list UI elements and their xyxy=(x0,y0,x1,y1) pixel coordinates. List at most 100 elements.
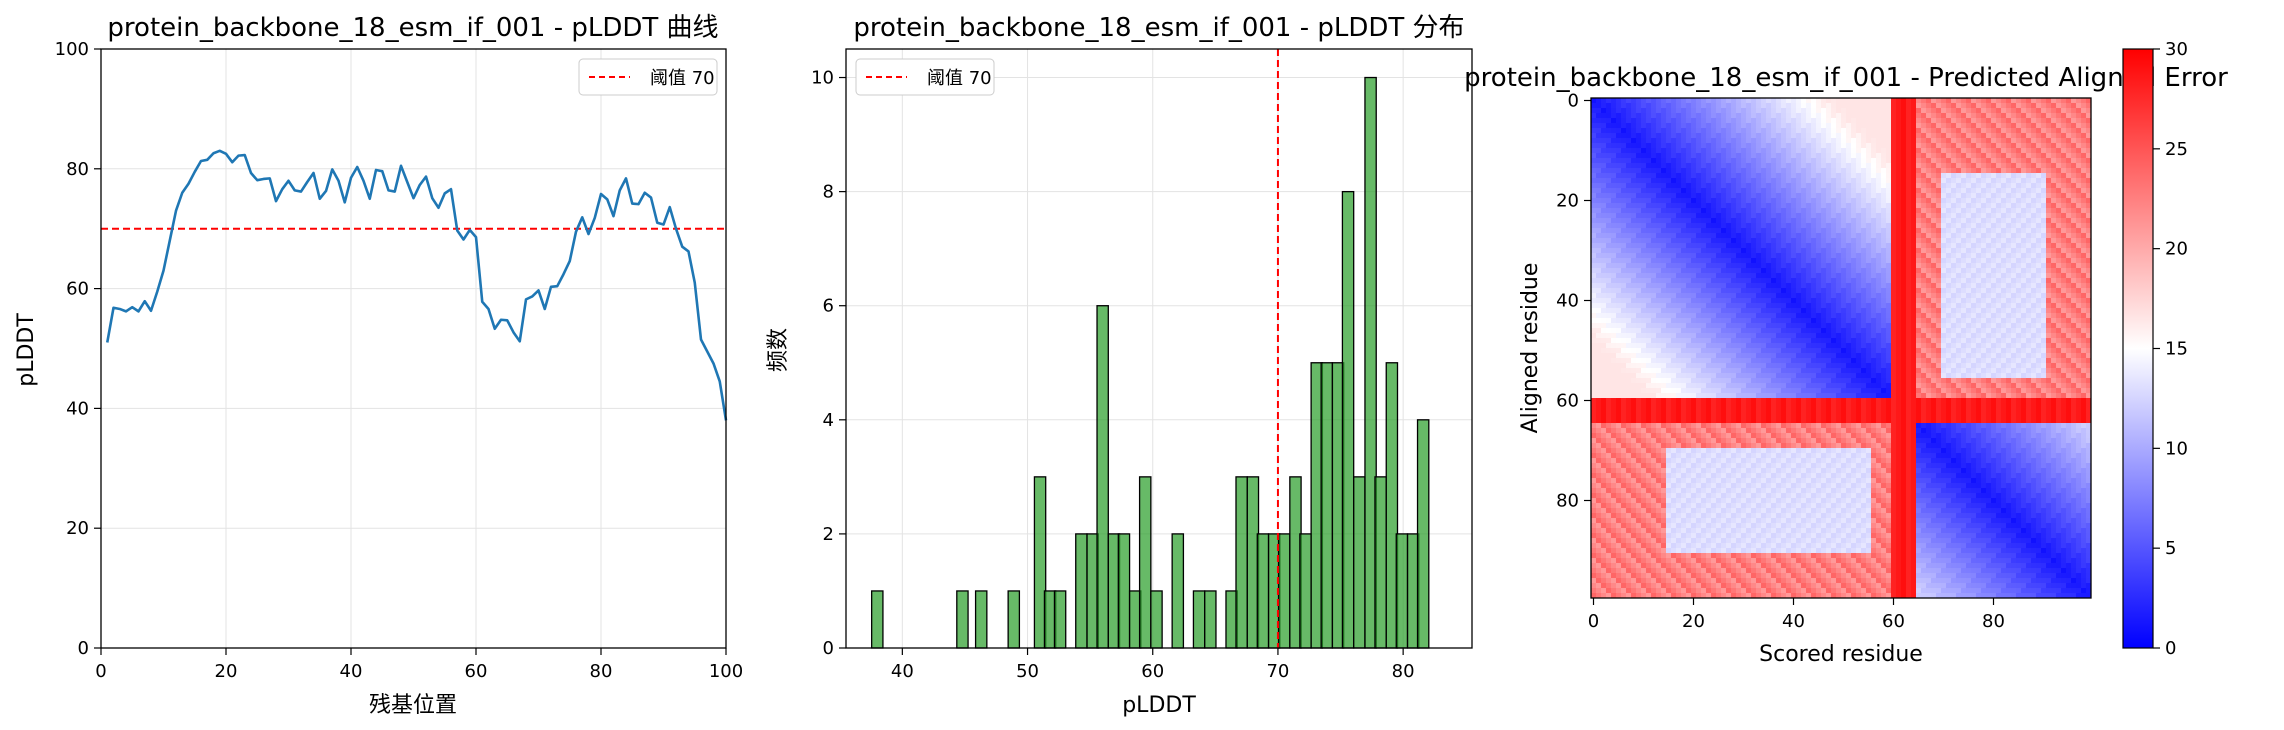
heatmap-cell xyxy=(1761,293,1767,299)
heatmap-cell xyxy=(1776,128,1782,134)
heatmap-cell xyxy=(2046,113,2052,119)
heatmap-cell xyxy=(2011,113,2017,119)
heatmap-cell xyxy=(1801,288,1807,294)
heatmap-cell xyxy=(1696,293,1702,299)
heatmap-cell xyxy=(2046,103,2052,109)
heatmap-cell xyxy=(1856,283,1862,289)
heatmap-cell xyxy=(1931,253,1937,259)
heatmap-cell xyxy=(1666,173,1672,179)
heatmap-cell xyxy=(1971,208,1977,214)
heatmap-cell xyxy=(1771,303,1777,309)
heatmap-cell xyxy=(1921,118,1927,124)
heatmap-cell xyxy=(1776,328,1782,334)
heatmap-cell xyxy=(1846,248,1852,254)
heatmap-cell xyxy=(1746,168,1752,174)
heatmap-cell xyxy=(1611,148,1617,154)
heatmap-cell xyxy=(1806,163,1812,169)
heatmap-cell xyxy=(1621,228,1627,234)
heatmap-cell xyxy=(1696,308,1702,314)
heatmap-cell xyxy=(1601,113,1607,119)
heatmap-cell xyxy=(1891,173,1897,179)
heatmap-cell xyxy=(2016,123,2022,129)
heatmap-cell xyxy=(1866,278,1872,284)
heatmap-cell xyxy=(1941,98,1947,104)
heatmap-cell xyxy=(1726,163,1732,169)
heatmap-cell xyxy=(1976,328,1982,334)
heatmap-cell xyxy=(1651,108,1657,114)
heatmap-cell xyxy=(1736,98,1742,104)
heatmap-cell xyxy=(1981,293,1987,299)
heatmap-cell xyxy=(2056,323,2062,329)
heatmap-cell xyxy=(2001,108,2007,114)
heatmap-cell xyxy=(2056,328,2062,334)
heatmap-cell xyxy=(1716,163,1722,169)
heatmap-cell xyxy=(1666,188,1672,194)
heatmap-cell xyxy=(1746,173,1752,179)
heatmap-cell xyxy=(2006,223,2012,229)
heatmap-cell xyxy=(1756,248,1762,254)
heatmap-cell xyxy=(1766,123,1772,129)
heatmap-cell xyxy=(1771,313,1777,319)
heatmap-cell xyxy=(1971,303,1977,309)
heatmap-cell xyxy=(1966,238,1972,244)
heatmap-cell xyxy=(1916,113,1922,119)
heatmap-cell xyxy=(1681,138,1687,144)
heatmap-cell xyxy=(1811,138,1817,144)
heatmap-cell xyxy=(1596,163,1602,169)
heatmap-cell xyxy=(1936,128,1942,134)
heatmap-cell xyxy=(2031,258,2037,264)
heatmap-cell xyxy=(1671,168,1677,174)
heatmap-cell xyxy=(1981,158,1987,164)
heatmap-cell xyxy=(1721,103,1727,109)
heatmap-cell xyxy=(1661,303,1667,309)
heatmap-cell xyxy=(1746,103,1752,109)
heatmap-cell xyxy=(1626,328,1632,334)
heatmap-cell xyxy=(1981,318,1987,324)
heatmap-cell xyxy=(1846,258,1852,264)
heatmap-cell xyxy=(1871,328,1877,334)
heatmap-cell xyxy=(1871,143,1877,149)
heatmap-cell xyxy=(2021,218,2027,224)
heatmap-cell xyxy=(2061,313,2067,319)
heatmap-cell xyxy=(2046,173,2052,179)
heatmap-cell xyxy=(1646,318,1652,324)
heatmap-cell xyxy=(1656,148,1662,154)
heatmap-cell xyxy=(1731,258,1737,264)
heatmap-cell xyxy=(1756,153,1762,159)
heatmap-cell xyxy=(1736,288,1742,294)
heatmap-cell xyxy=(1726,303,1732,309)
heatmap-cell xyxy=(2081,168,2087,174)
heatmap-cell xyxy=(1901,103,1907,109)
heatmap-cell xyxy=(1831,228,1837,234)
heatmap-cell xyxy=(2046,273,2052,279)
heatmap-cell xyxy=(2021,168,2027,174)
heatmap-cell xyxy=(1926,283,1932,289)
heatmap-cell xyxy=(2011,163,2017,169)
heatmap-cell xyxy=(2001,248,2007,254)
heatmap-cell xyxy=(1746,288,1752,294)
heatmap-cell xyxy=(1691,168,1697,174)
x-ticks: 40 50 60 70 80 xyxy=(891,648,1415,682)
heatmap-cell xyxy=(1756,98,1762,104)
heatmap-cell xyxy=(1906,288,1912,294)
heatmap-cell xyxy=(1981,288,1987,294)
heatmap-cell xyxy=(1736,113,1742,119)
heatmap-cell xyxy=(1866,258,1872,264)
heatmap-cell xyxy=(1816,263,1822,269)
heatmap-cell xyxy=(1746,283,1752,289)
heatmap-cell xyxy=(1651,303,1657,309)
heatmap-cell xyxy=(1836,283,1842,289)
heatmap-cell xyxy=(2006,168,2012,174)
heatmap-cell xyxy=(1861,313,1867,319)
heatmap-cell xyxy=(1741,208,1747,214)
heatmap-cell xyxy=(1656,273,1662,279)
heatmap-cell xyxy=(1871,303,1877,309)
heatmap-cell xyxy=(1931,298,1937,304)
heatmap-cell xyxy=(1866,113,1872,119)
heatmap-cell xyxy=(2076,138,2082,144)
heatmap-cell xyxy=(1976,233,1982,239)
heatmap-cell xyxy=(1616,163,1622,169)
heatmap-cell xyxy=(1846,133,1852,139)
heatmap-cell xyxy=(1826,263,1832,269)
heatmap-cell xyxy=(1646,308,1652,314)
